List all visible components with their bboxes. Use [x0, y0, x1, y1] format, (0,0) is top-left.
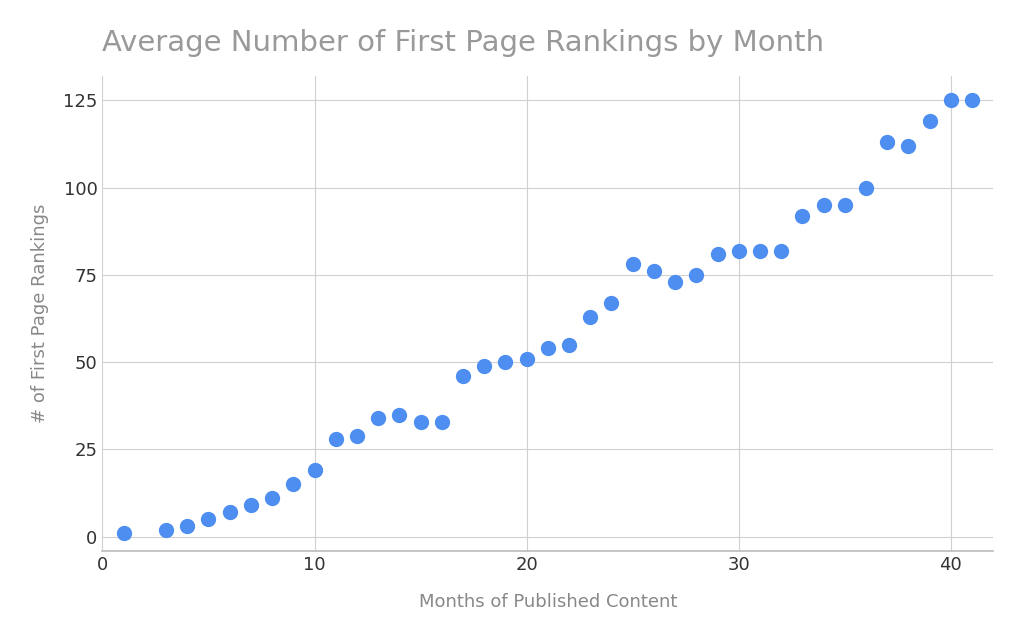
Point: [943, 96, 959, 106]
Point: [179, 521, 196, 531]
Point: [391, 410, 408, 420]
Point: [752, 246, 768, 256]
Point: [900, 141, 916, 151]
Point: [433, 417, 450, 427]
Point: [964, 96, 980, 106]
Point: [922, 116, 938, 127]
Point: [264, 493, 281, 503]
Point: [328, 434, 344, 444]
Point: [582, 312, 598, 322]
Point: [243, 500, 259, 510]
Point: [879, 137, 895, 147]
Point: [221, 507, 238, 517]
Point: [201, 514, 217, 524]
Point: [455, 371, 471, 381]
Point: [730, 246, 746, 256]
Point: [710, 249, 726, 259]
Text: Average Number of First Page Rankings by Month: Average Number of First Page Rankings by…: [102, 29, 824, 57]
Point: [603, 298, 620, 308]
Point: [498, 357, 514, 367]
Point: [561, 340, 578, 350]
Y-axis label: # of First Page Rankings: # of First Page Rankings: [32, 204, 49, 423]
Point: [646, 266, 663, 277]
Point: [837, 200, 853, 210]
Point: [858, 182, 874, 192]
Point: [540, 343, 556, 353]
Point: [773, 246, 790, 256]
Point: [306, 465, 323, 475]
Point: [688, 270, 705, 280]
Point: [370, 413, 386, 423]
Point: [413, 417, 429, 427]
Point: [476, 361, 493, 371]
Point: [795, 211, 811, 221]
Point: [625, 260, 641, 270]
Point: [116, 528, 132, 538]
Point: [518, 354, 535, 364]
X-axis label: Months of Published Content: Months of Published Content: [419, 593, 677, 611]
Point: [667, 277, 683, 287]
Point: [158, 525, 174, 535]
Point: [349, 430, 366, 441]
Point: [815, 200, 831, 210]
Point: [285, 479, 301, 489]
